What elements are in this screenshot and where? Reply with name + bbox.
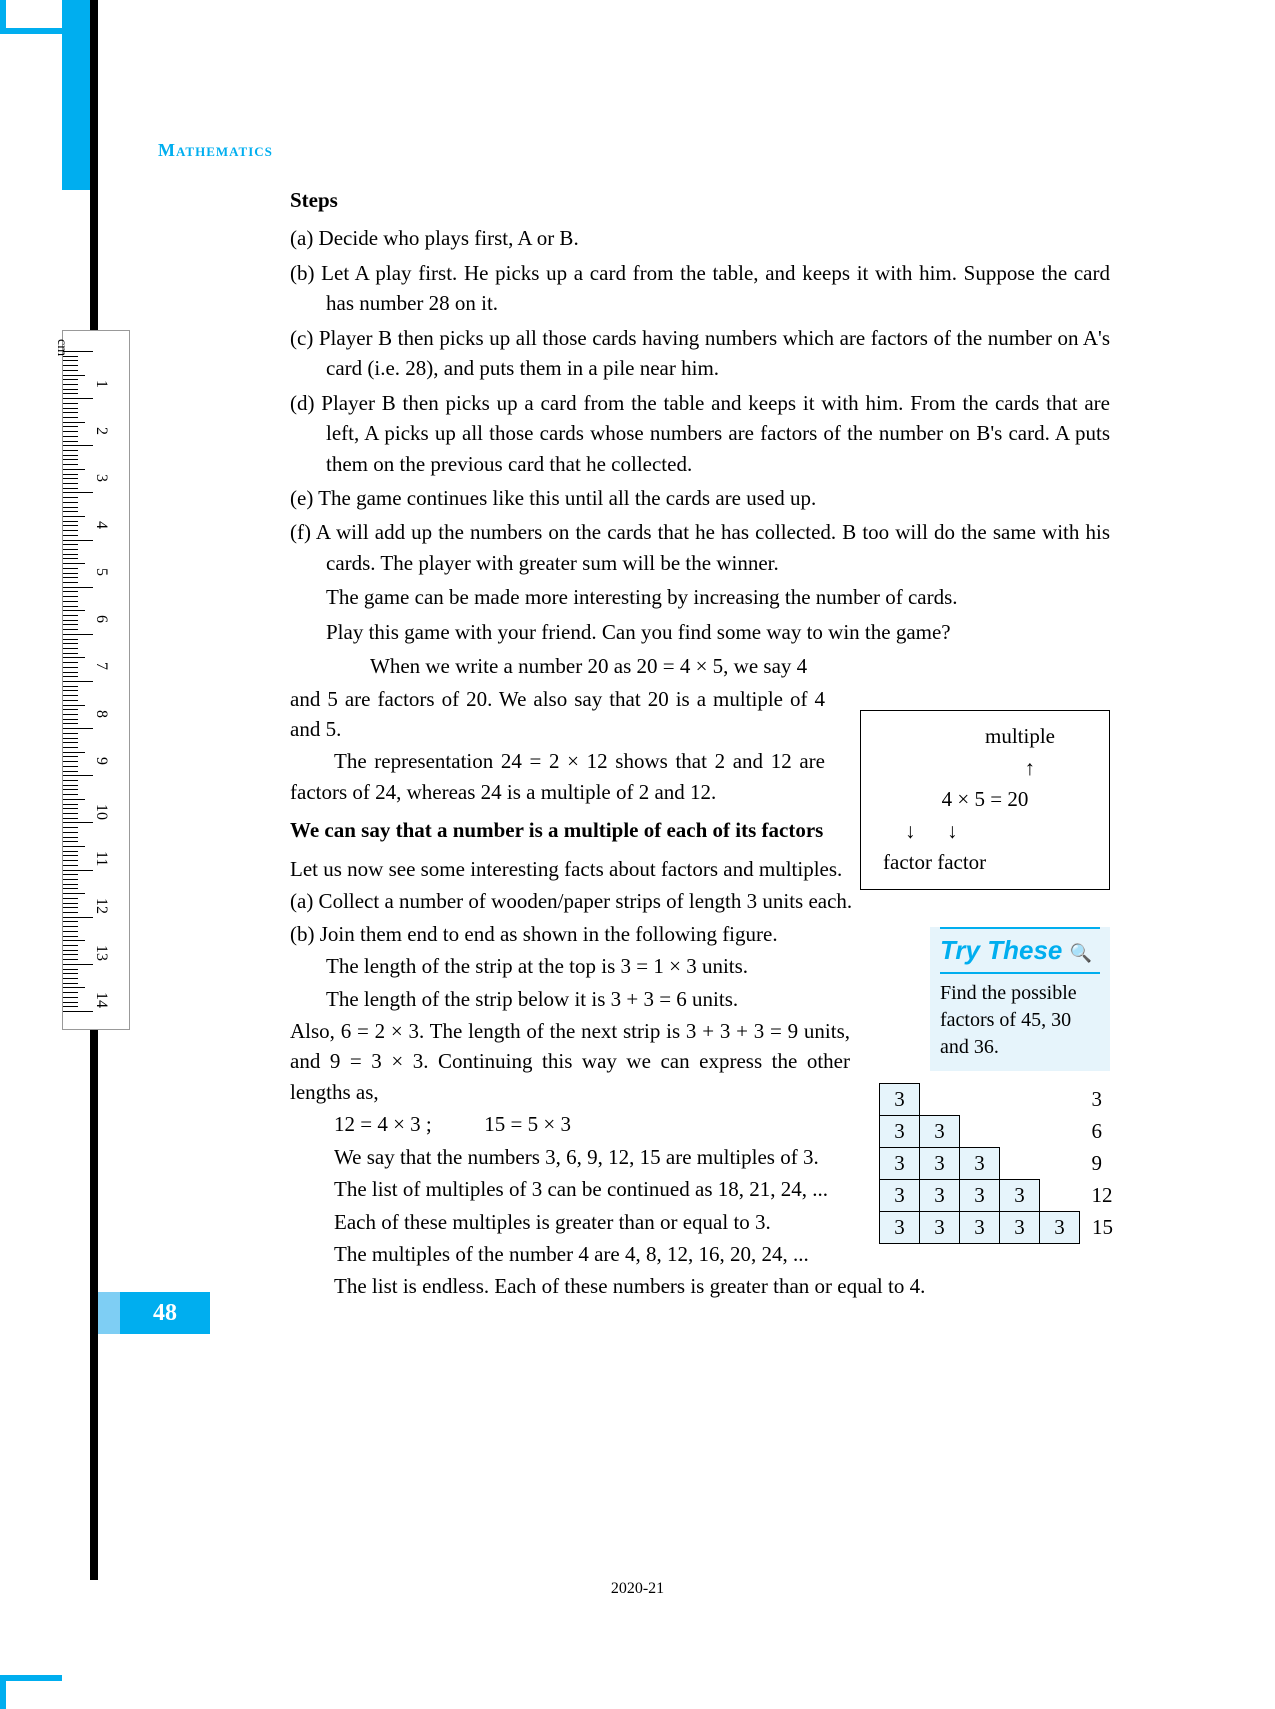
multiple-equation: 4 × 5 = 20	[875, 784, 1095, 816]
bold-statement: We can say that a number is a multiple o…	[290, 815, 825, 845]
page-number: 48	[120, 1292, 210, 1334]
step-f-extra2: Play this game with your friend. Can you…	[290, 617, 1110, 647]
corner-decoration	[0, 1675, 6, 1709]
magnifier-icon: 🔍	[1070, 943, 1092, 963]
corner-decoration	[0, 0, 6, 34]
paragraph-8: Also, 6 = 2 × 3. The length of the next …	[290, 1016, 850, 1107]
steps-title: Steps	[290, 185, 1110, 215]
page-number-tab	[98, 1292, 120, 1334]
multiple-box: multiple ↑ 4 × 5 = 20 ↓ ↓ factor factor	[860, 710, 1110, 890]
list-a: (a) Collect a number of wooden/paper str…	[290, 886, 910, 916]
paragraph-3: Let us now see some interesting facts ab…	[290, 854, 910, 884]
step-f: (f) A will add up the numbers on the car…	[290, 517, 1110, 578]
paragraph-7: The length of the strip below it is 3 + …	[290, 984, 800, 1014]
paragraph-6: The length of the strip at the top is 3 …	[290, 951, 800, 981]
step-d: (d) Player B then picks up a card from t…	[290, 388, 1110, 479]
footer-year: 2020-21	[611, 1580, 664, 1598]
factor-labels: factor factor	[875, 847, 1095, 879]
multiple-label: multiple	[875, 721, 1095, 753]
paragraph-1b: and 5 are factors of 20. We also say tha…	[290, 684, 825, 745]
ruler-graphic: cm 1234567891011121314	[62, 330, 130, 1030]
arrow-up: ↑	[875, 753, 1095, 785]
list-b: (b) Join them end to end as shown in the…	[290, 919, 800, 949]
paragraph-13: The list is endless. Each of these numbe…	[290, 1271, 1110, 1301]
try-these-title: Try These	[940, 935, 1062, 965]
main-content: Steps (a) Decide who plays first, A or B…	[290, 185, 1110, 1304]
step-c: (c) Player B then picks up all those car…	[290, 323, 1110, 384]
corner-decoration	[0, 28, 62, 34]
corner-decoration	[0, 1675, 62, 1681]
try-these-box: Try These 🔍 Find the possible factors of…	[930, 927, 1110, 1071]
arrows-down: ↓ ↓	[875, 816, 1095, 848]
try-these-text: Find the possible factors of 45, 30 and …	[940, 980, 1100, 1061]
paragraph-2: The representation 24 = 2 × 12 shows tha…	[290, 746, 825, 807]
strips-table: 3333633393333123333315	[879, 1083, 1120, 1244]
step-b: (b) Let A play first. He picks up a card…	[290, 258, 1110, 319]
paragraph-1a: When we write a number 20 as 20 = 4 × 5,…	[290, 651, 1110, 681]
step-a: (a) Decide who plays first, A or B.	[290, 223, 1110, 253]
step-f-extra1: The game can be made more interesting by…	[290, 582, 1110, 612]
subject-header: Mathematics	[158, 140, 273, 161]
side-decoration	[62, 0, 90, 190]
try-these-header: Try These 🔍	[940, 927, 1100, 974]
step-e: (e) The game continues like this until a…	[290, 483, 1110, 513]
